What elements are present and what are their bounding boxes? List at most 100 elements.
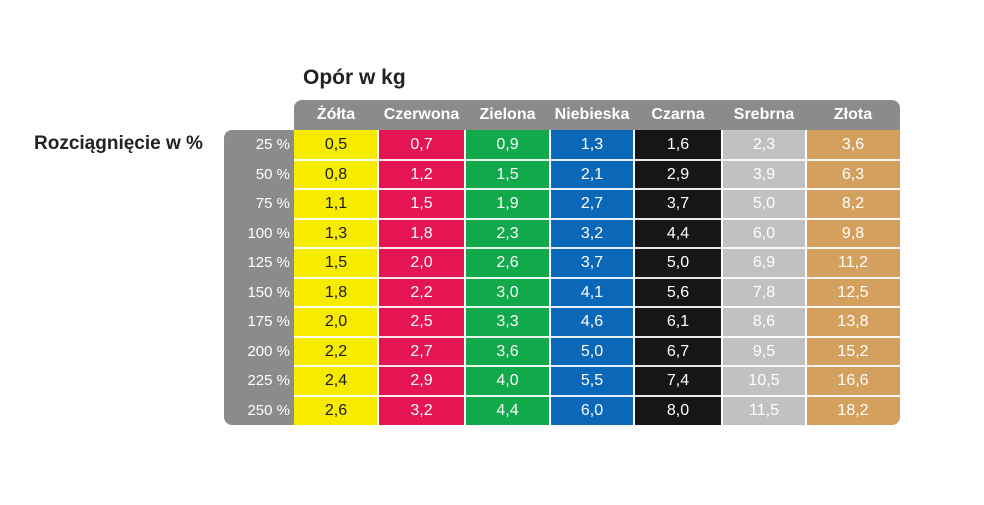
row-separator <box>465 217 550 220</box>
table-cell: 2,2 <box>410 283 433 301</box>
table-cell: 3,9 <box>752 165 776 183</box>
column-separator <box>549 130 551 425</box>
table-cell: 2,1 <box>580 165 604 183</box>
column-header-bar: Żółta Czerwona Zielona Niebieska Czarna Srebr… <box>294 100 900 130</box>
table-cell: 0,8 <box>324 165 348 183</box>
row-separator <box>465 306 550 308</box>
row-separator <box>550 335 634 338</box>
table-cell: 3,2 <box>580 224 604 242</box>
color-column: 0,5 0,8 1,1 1,3 1,5 1,8 2,0 2,2 2,4 2,6 <box>294 130 378 425</box>
table-cell: 2,4 <box>324 372 348 389</box>
row-separator <box>378 394 465 397</box>
row-separator <box>378 158 465 161</box>
column-header: Srebrna <box>733 106 795 123</box>
row-separator <box>550 276 634 279</box>
row-separator <box>294 217 378 220</box>
row-separator <box>378 217 465 220</box>
row-separator <box>378 306 465 308</box>
row-separator <box>465 247 550 249</box>
table-cell: 2,9 <box>666 165 690 183</box>
row-separator <box>550 365 634 367</box>
column-header: Niebieska <box>554 106 630 123</box>
row-separator <box>806 306 900 308</box>
table-cell: 2,6 <box>496 254 519 271</box>
table-cell: 6,3 <box>841 165 865 183</box>
table-cell: 5,0 <box>580 342 604 360</box>
table-cell: 1,8 <box>410 224 433 242</box>
table-cell: 3,7 <box>666 195 690 212</box>
row-separator <box>378 335 465 338</box>
row-separator <box>806 365 900 367</box>
table-cell: 2,3 <box>752 136 776 153</box>
row-separator <box>806 188 900 190</box>
table-cell: 7,8 <box>752 283 776 301</box>
row-separator <box>465 394 550 397</box>
row-separator <box>294 158 378 161</box>
color-column: 3,6 6,3 8,2 9,8 11,2 12,5 13,8 15,2 16,6 18,2 <box>806 130 900 425</box>
column-header: Czarna <box>651 106 705 123</box>
row-axis-title: Rozciągnięcie w % <box>34 133 203 154</box>
table-cell: 9,5 <box>752 342 776 360</box>
value-grid: 0,5 0,8 1,1 1,3 1,5 1,8 2,0 2,2 2,4 2,6 0,7 1,2 1,5 1… <box>294 130 900 425</box>
row-label: 200 % <box>247 342 290 360</box>
table-cell: 13,8 <box>837 313 869 330</box>
row-separator <box>722 335 806 338</box>
row-separator <box>722 276 806 279</box>
table-cell: 6,7 <box>666 342 690 360</box>
row-separator <box>465 365 550 367</box>
row-label: 150 % <box>247 283 290 301</box>
color-column: 1,3 2,1 2,7 3,2 3,7 4,1 4,6 5,0 5,5 6,0 <box>550 130 634 425</box>
table-cell: 1,3 <box>580 136 604 153</box>
row-label: 125 % <box>247 254 290 271</box>
row-separator <box>722 306 806 308</box>
column-header: Żółta <box>316 106 356 123</box>
row-separator <box>294 394 378 397</box>
table-cell: 2,3 <box>496 224 519 242</box>
row-separator <box>378 276 465 279</box>
row-separator <box>722 188 806 190</box>
table-cell: 3,2 <box>410 401 433 419</box>
row-separator <box>550 217 634 220</box>
table-cell: 1,5 <box>410 195 433 212</box>
row-separator <box>378 188 465 190</box>
row-separator <box>294 335 378 338</box>
table-cell: 1,3 <box>324 224 348 242</box>
table-cell: 2,6 <box>324 401 348 419</box>
table-cell: 18,2 <box>837 401 869 419</box>
table-cell: 5,0 <box>666 254 690 271</box>
table-cell: 1,6 <box>666 136 690 153</box>
table-cell: 1,5 <box>496 165 519 183</box>
row-separator <box>634 217 722 220</box>
row-label: 250 % <box>247 401 290 419</box>
row-separator <box>806 247 900 249</box>
row-separator <box>722 394 806 397</box>
row-separator <box>550 247 634 249</box>
table-cell: 2,9 <box>410 372 433 389</box>
row-separator <box>634 335 722 338</box>
column-separator <box>805 130 807 425</box>
table-cell: 2,7 <box>410 342 433 360</box>
row-label: 75 % <box>255 195 290 212</box>
color-column: 1,6 2,9 3,7 4,4 5,0 5,6 6,1 6,7 7,4 8,0 <box>634 130 722 425</box>
table-cell: 9,8 <box>841 224 865 242</box>
table-cell: 11,5 <box>749 401 779 419</box>
row-separator <box>806 335 900 338</box>
row-label: 225 % <box>247 372 290 389</box>
table-cell: 0,5 <box>324 136 348 153</box>
row-separator <box>634 158 722 161</box>
table-cell: 5,0 <box>752 195 776 212</box>
column-separator <box>377 130 379 425</box>
table-cell: 2,5 <box>410 313 433 330</box>
color-column: 0,9 1,5 1,9 2,3 2,6 3,0 3,3 3,6 4,0 4,4 <box>465 130 550 425</box>
table-cell: 4,1 <box>580 283 604 301</box>
row-separator <box>634 188 722 190</box>
table-cell: 16,6 <box>837 372 869 389</box>
table-cell: 0,9 <box>496 136 519 153</box>
chart-title: Opór w kg <box>303 66 406 89</box>
row-separator <box>634 306 722 308</box>
row-separator <box>378 247 465 249</box>
row-separator <box>634 247 722 249</box>
table-cell: 3,6 <box>496 342 519 360</box>
row-separator <box>722 365 806 367</box>
row-separator <box>465 188 550 190</box>
